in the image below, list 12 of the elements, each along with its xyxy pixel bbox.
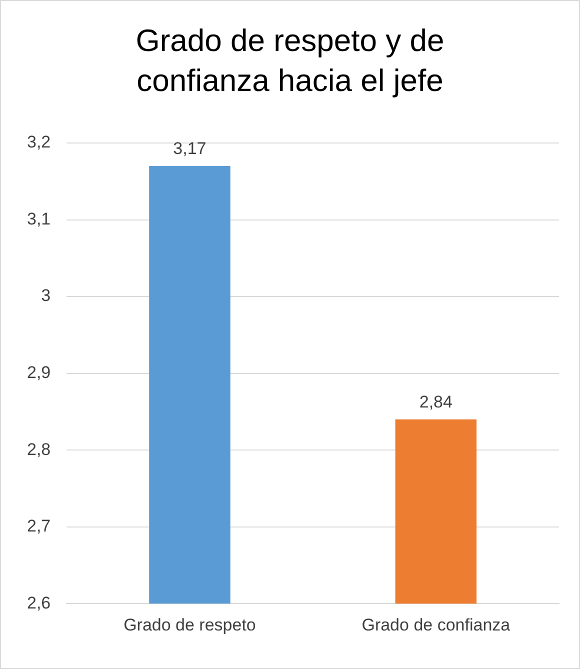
y-tick-label: 2,8 xyxy=(26,440,51,459)
data-label: 3,17 xyxy=(173,139,206,158)
y-tick-label: 3 xyxy=(41,286,51,306)
x-tick-label: Grado de confianza xyxy=(362,615,511,634)
chart-title: Grado de respeto y de confianza hacia el jefe xyxy=(134,22,446,100)
y-tick-label: 2,9 xyxy=(26,362,51,382)
y-tick-label: 3,1 xyxy=(26,209,51,228)
y-tick-label: 3,2 xyxy=(26,132,51,152)
y-tick-label: 2,6 xyxy=(26,593,51,612)
x-tick-label: Grado de respeto xyxy=(124,615,256,634)
data-label: 2,84 xyxy=(419,392,452,412)
y-tick-label: 2,7 xyxy=(26,516,51,536)
